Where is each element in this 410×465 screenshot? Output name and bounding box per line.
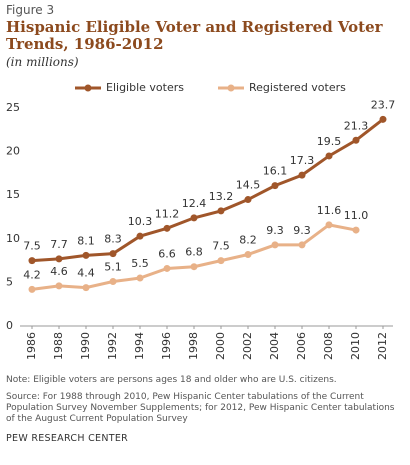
point [190, 214, 198, 222]
data-label: 19.5 [317, 135, 342, 148]
data-label: 11.6 [317, 204, 342, 217]
y-tick-label: 0 [6, 319, 13, 332]
x-tick-label: 1986 [25, 332, 38, 360]
point [28, 285, 36, 293]
note: Note: Eligible voters are persons ages 1… [6, 375, 337, 385]
point [244, 196, 252, 204]
legend-marker [84, 84, 92, 92]
point [325, 152, 333, 160]
data-label: 13.2 [209, 190, 234, 203]
y-tick-label: 5 [6, 275, 13, 288]
data-label: 7.5 [212, 240, 230, 253]
data-label: 9.3 [293, 224, 311, 237]
point [163, 264, 171, 272]
x-tick-label: 2008 [322, 332, 335, 360]
point [136, 274, 144, 282]
data-label: 4.4 [77, 267, 95, 280]
point [217, 207, 225, 215]
credit: PEW RESEARCH CENTER [6, 433, 129, 444]
chart-title: Hispanic Eligible Voter and Registered V… [6, 18, 383, 53]
data-label: 5.5 [131, 257, 149, 270]
data-label: 14.5 [236, 179, 261, 192]
data-label: 23.7 [371, 98, 396, 111]
data-label: 5.1 [104, 261, 122, 274]
data-label: 11.2 [155, 207, 180, 220]
y-tick-label: 10 [6, 232, 20, 245]
point [298, 171, 306, 179]
point [109, 278, 117, 286]
data-label: 10.3 [128, 215, 153, 228]
legend-marker [227, 84, 235, 92]
x-tick-label: 2004 [268, 332, 281, 360]
y-tick-label: 25 [6, 101, 20, 114]
point [217, 257, 225, 265]
y-tick-label: 15 [6, 188, 20, 201]
data-label: 4.6 [50, 265, 68, 278]
x-tick-label: 1996 [160, 332, 173, 360]
data-label: 7.5 [23, 240, 41, 253]
x-tick-label: 1998 [187, 332, 200, 360]
subtitle: (in millions) [6, 55, 79, 69]
point [136, 232, 144, 240]
data-label: 21.3 [344, 119, 369, 132]
y-tick-label: 20 [6, 145, 20, 158]
data-label: 8.2 [239, 233, 257, 246]
data-label: 8.3 [104, 233, 122, 246]
series-line [31, 118, 384, 263]
point [244, 250, 252, 258]
x-tick-label: 2000 [214, 332, 227, 360]
point [352, 226, 360, 234]
x-tick-label: 1990 [79, 332, 92, 360]
x-tick-label: 1994 [133, 332, 146, 360]
point [82, 284, 90, 292]
x-tick-label: 2010 [349, 332, 362, 360]
data-label: 6.6 [158, 247, 176, 260]
point [298, 241, 306, 249]
data-label: 11.0 [344, 209, 369, 222]
point [379, 115, 387, 123]
source: Source: For 1988 through 2010, Pew Hispa… [6, 392, 395, 424]
data-label: 8.1 [77, 234, 95, 247]
point [325, 221, 333, 229]
data-label: 16.1 [263, 165, 288, 178]
x-tick-label: 1988 [52, 332, 65, 360]
data-label: 9.3 [266, 224, 284, 237]
data-label: 17.3 [290, 154, 315, 167]
x-tick-label: 2006 [295, 332, 308, 360]
data-label: 7.7 [50, 238, 68, 251]
point [271, 241, 279, 249]
point [109, 250, 117, 258]
legend-label: Eligible voters [106, 81, 184, 94]
point [82, 251, 90, 259]
point [55, 255, 63, 263]
legend-label: Registered voters [249, 81, 346, 94]
x-tick-label: 2002 [241, 332, 254, 360]
data-label: 12.4 [182, 197, 207, 210]
point [271, 182, 279, 190]
point [28, 257, 36, 265]
point [352, 136, 360, 144]
point [190, 263, 198, 271]
data-label: 4.2 [23, 268, 41, 281]
figure-label: Figure 3 [6, 3, 55, 17]
point [55, 282, 63, 290]
data-label: 6.8 [185, 246, 203, 259]
x-tick-label: 2012 [376, 332, 389, 360]
x-tick-label: 1992 [106, 332, 119, 360]
point [163, 224, 171, 232]
